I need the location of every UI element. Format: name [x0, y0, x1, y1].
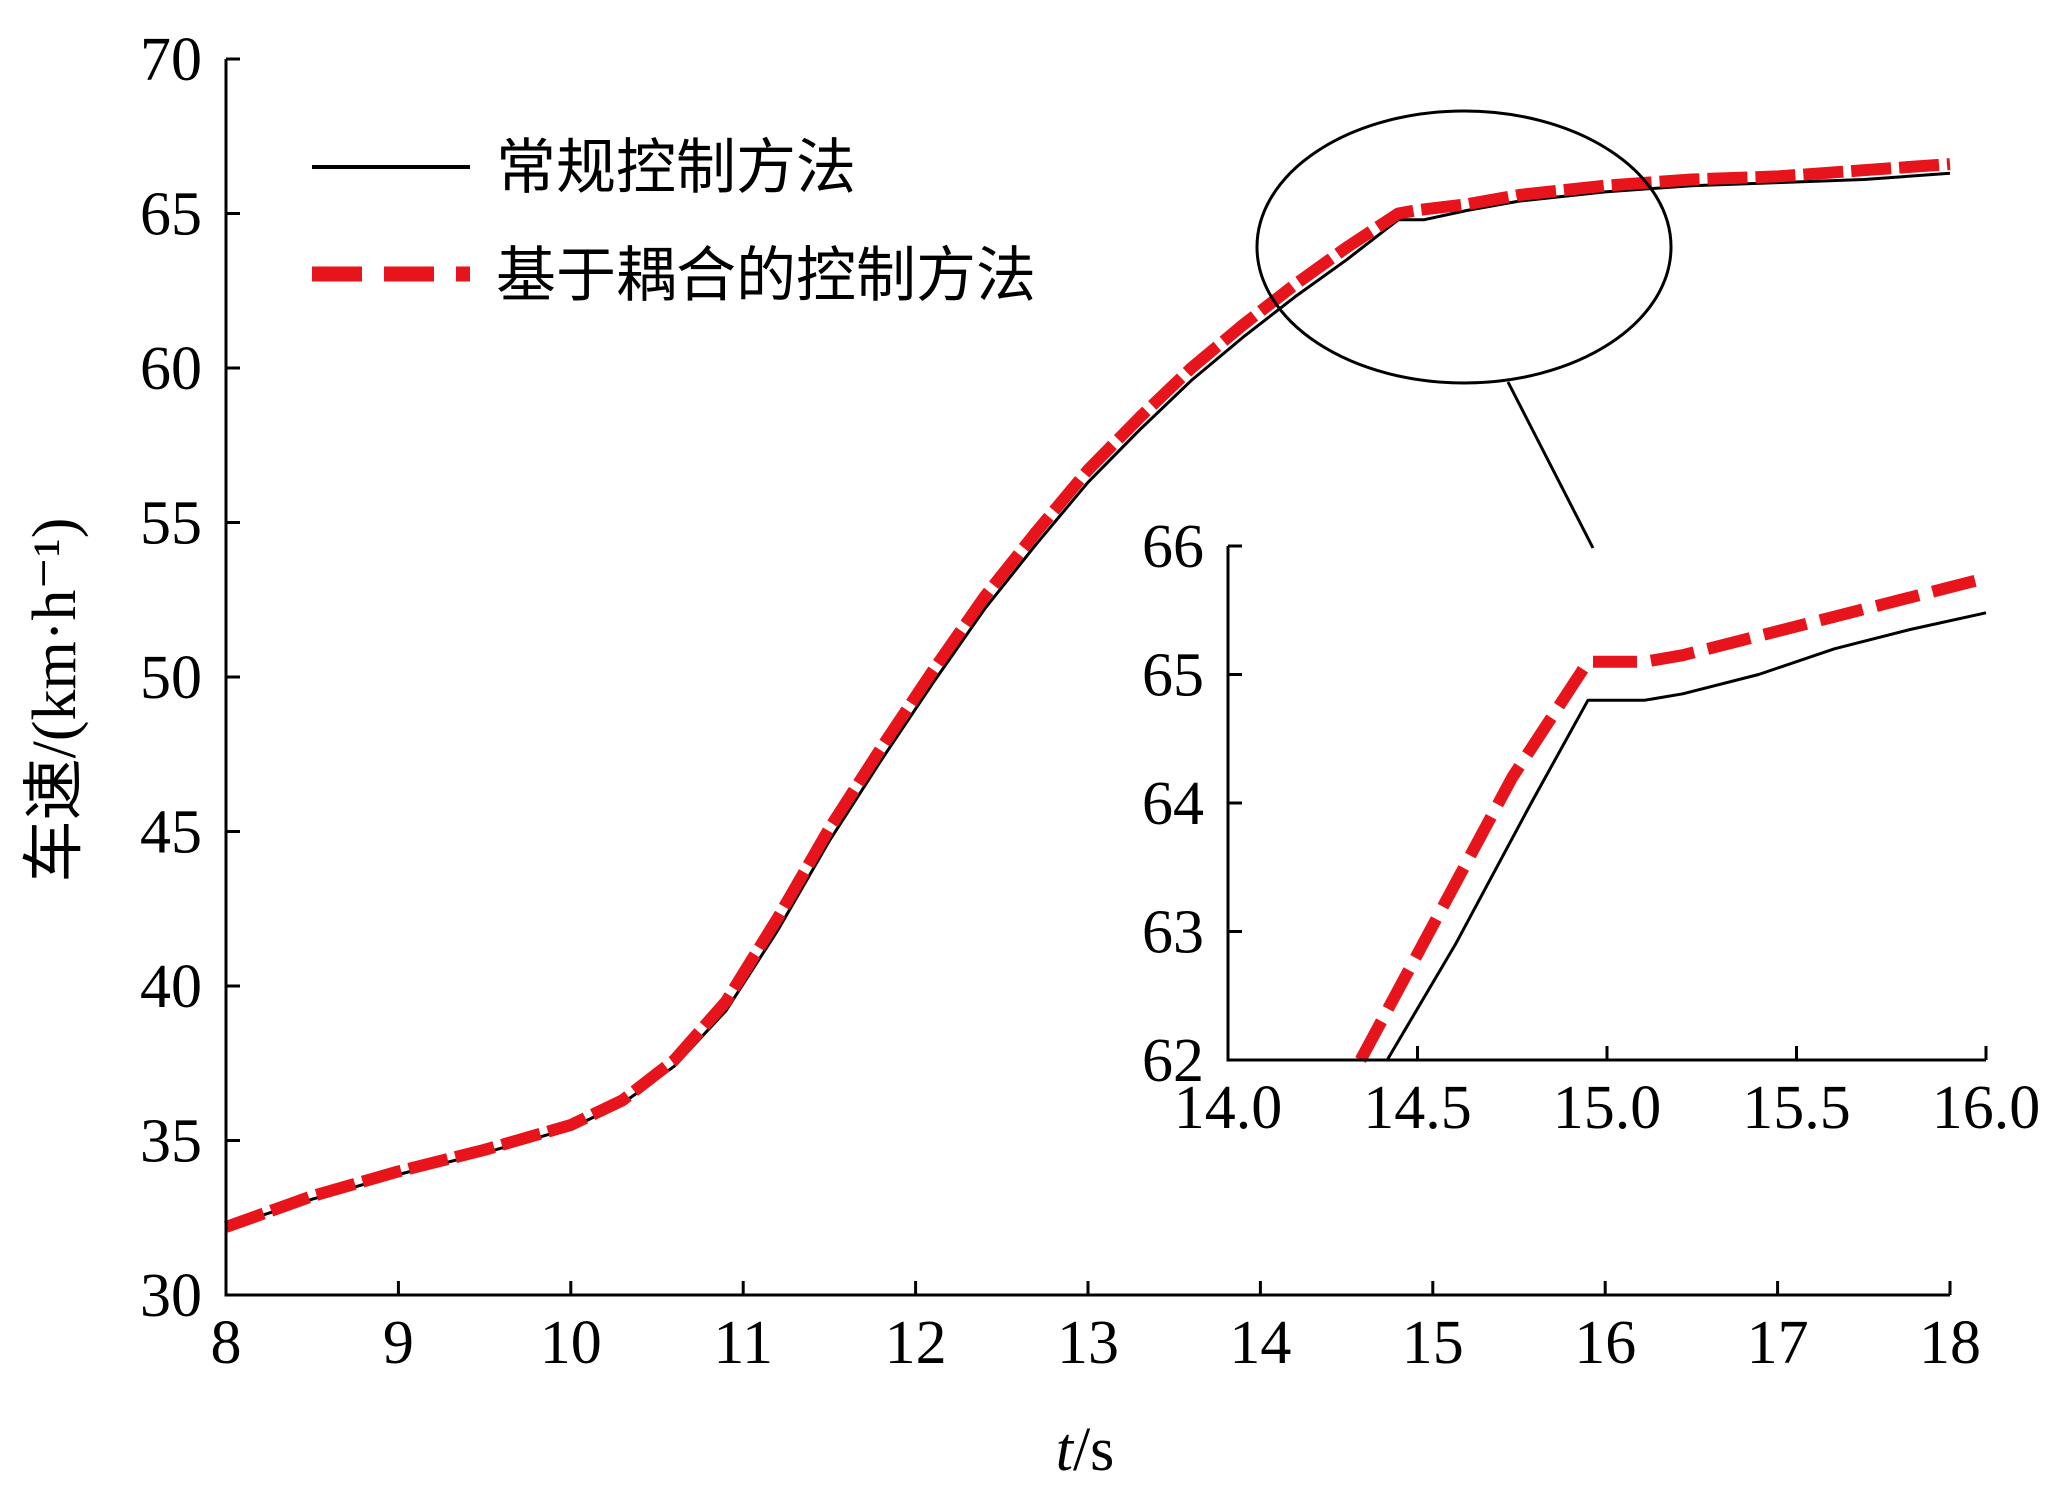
x-tick-label: 15.0: [1553, 1074, 1662, 1142]
main-plot: 8 9 10 11 12 13 14 15 16 17 18 30 35 40 45 50 55 60 65 70 车…: [21, 26, 1981, 1484]
inset-series-group: [1355, 572, 1988, 1063]
x-tick-label: 15: [1402, 1309, 1464, 1377]
x-axis-title-variable: t: [1056, 1416, 1075, 1484]
main-axes: [224, 59, 1950, 1297]
y-axis-title: 车速/(km·h⁻¹): [21, 518, 89, 883]
main-series-group: [223, 158, 1951, 1233]
series-line-coupled: [1355, 572, 1988, 1063]
x-tick-label: 9: [383, 1309, 414, 1377]
y-tick-label: 70: [140, 26, 202, 94]
inset-plot: 14.0 14.5 15.0 15.5 16.0 62 63 64 65 66: [1142, 513, 2040, 1142]
y-tick-label: 45: [140, 799, 202, 867]
y-tick-label: 60: [140, 335, 202, 403]
x-tick-label: 13: [1057, 1309, 1119, 1377]
x-tick-label: 8: [211, 1309, 242, 1377]
y-tick-label: 30: [140, 1262, 202, 1330]
series-line-coupled: [223, 158, 1951, 1233]
x-tick-label: 14: [1229, 1309, 1291, 1377]
x-tick-label: 14.5: [1363, 1074, 1472, 1142]
x-tick-label: 16: [1574, 1309, 1636, 1377]
series-line-conventional: [225, 171, 1951, 1229]
x-axis-title-unit: /s: [1073, 1416, 1114, 1484]
zoom-connector-line: [1506, 381, 1595, 549]
main-ticks: 8 9 10 11 12 13 14 15 16 17 18 30 35 40 45 50 55 60 65 70: [140, 26, 1981, 1377]
y-tick-label: 64: [1142, 770, 1204, 838]
x-tick-label: 14.0: [1174, 1074, 1283, 1142]
y-tick-label: 50: [140, 644, 202, 712]
y-tick-label: 62: [1142, 1027, 1204, 1095]
x-axis-title: t/s: [1056, 1416, 1115, 1484]
x-tick-label: 15.5: [1742, 1074, 1851, 1142]
y-tick-label: 65: [140, 181, 202, 249]
legend-label-coupled: 基于耦合的控制方法: [496, 241, 1036, 311]
zoom-highlight-ellipse: [1255, 109, 1673, 385]
inset-ticks: 14.0 14.5 15.0 15.5 16.0 62 63 64 65 66: [1142, 513, 2040, 1142]
x-tick-label: 17: [1747, 1309, 1809, 1377]
y-tick-label: 65: [1142, 642, 1204, 710]
legend-label-conventional: 常规控制方法: [496, 133, 856, 203]
x-tick-label: 18: [1919, 1309, 1981, 1377]
y-tick-label: 40: [140, 953, 202, 1021]
y-tick-label: 63: [1142, 899, 1204, 967]
x-tick-label: 12: [885, 1309, 947, 1377]
inset-axes: [1226, 546, 1986, 1062]
legend: 常规控制方法 基于耦合的控制方法: [312, 133, 1036, 311]
series-line-conventional: [1385, 611, 1987, 1061]
y-tick-label: 66: [1142, 513, 1204, 581]
x-tick-label: 16.0: [1932, 1074, 2041, 1142]
y-tick-label: 35: [140, 1108, 202, 1176]
y-tick-label: 55: [140, 490, 202, 558]
x-tick-label: 11: [713, 1309, 773, 1377]
x-tick-label: 10: [540, 1309, 602, 1377]
